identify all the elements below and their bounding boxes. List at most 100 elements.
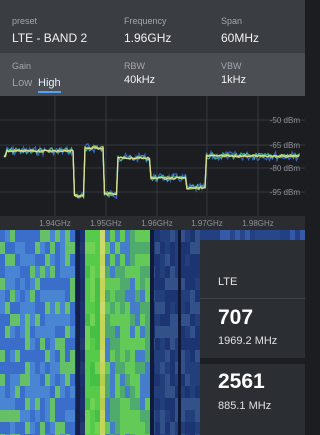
x-label: 1.97GHz (191, 219, 223, 228)
waterfall-cell (50, 326, 55, 338)
waterfall-cell (135, 326, 140, 338)
gain-option[interactable]: High (38, 77, 61, 93)
waterfall-cell (35, 254, 40, 266)
waterfall-gap (150, 230, 154, 435)
waterfall-cell (65, 362, 70, 374)
waterfall-cell (0, 242, 5, 254)
waterfall-cell (95, 386, 100, 398)
waterfall-cell (85, 422, 90, 434)
waterfall-cell (5, 266, 10, 278)
waterfall-cell (115, 254, 120, 266)
waterfall-cell (55, 326, 60, 338)
waterfall-cell (105, 230, 110, 242)
waterfall-cell (45, 350, 50, 362)
x-label: 1.96GHz (141, 219, 173, 228)
waterfall-cell (25, 254, 30, 266)
channel[interactable]: 2561 (218, 370, 265, 394)
waterfall-cell (90, 362, 95, 374)
waterfall-cell (15, 242, 20, 254)
waterfall-cell (55, 398, 60, 410)
waterfall-cell (105, 302, 110, 314)
waterfall-cell (185, 314, 190, 326)
waterfall-cell (80, 410, 85, 422)
waterfall-cell (70, 278, 75, 290)
waterfall-cell (35, 362, 40, 374)
waterfall-cell (115, 314, 120, 326)
waterfall-cell (45, 254, 50, 266)
waterfall-cell (60, 230, 65, 242)
waterfall-cell (130, 278, 135, 290)
waterfall-cell (20, 314, 25, 326)
waterfall-cell (130, 242, 135, 254)
waterfall-cell (170, 266, 175, 278)
waterfall-cell (145, 350, 150, 362)
waterfall-cell (50, 266, 55, 278)
waterfall-cell (155, 350, 160, 362)
waterfall-cell (190, 302, 195, 314)
waterfall-cell (145, 362, 150, 374)
waterfall-cell (60, 410, 65, 422)
waterfall-cell (105, 278, 110, 290)
waterfall-cell (105, 362, 110, 374)
waterfall-cell (190, 338, 195, 350)
waterfall-cell (80, 278, 85, 290)
waterfall-cell (55, 230, 60, 242)
waterfall-cell (90, 386, 95, 398)
waterfall-cell (80, 266, 85, 278)
waterfall-cell (30, 362, 35, 374)
waterfall-cell (15, 350, 20, 362)
waterfall-cell (45, 362, 50, 374)
waterfall-cell (85, 338, 90, 350)
waterfall-cell (160, 386, 165, 398)
waterfall-cell (110, 386, 115, 398)
waterfall-cell (85, 386, 90, 398)
waterfall-cell (85, 278, 90, 290)
waterfall-cell (185, 398, 190, 410)
waterfall-cell (35, 350, 40, 362)
waterfall-cell (95, 374, 100, 386)
waterfall-cell (20, 338, 25, 350)
waterfall-cell (95, 290, 100, 302)
waterfall-cell (110, 326, 115, 338)
waterfall-cell (25, 386, 30, 398)
waterfall-cell (40, 398, 45, 410)
waterfall-cell (25, 242, 30, 254)
waterfall-cell (170, 338, 175, 350)
waterfall-cell (185, 338, 190, 350)
waterfall-cell (90, 398, 95, 410)
waterfall-cell (130, 266, 135, 278)
waterfall-cell (145, 314, 150, 326)
waterfall-cell (30, 422, 35, 434)
waterfall-cell (65, 422, 70, 434)
waterfall-cell (40, 230, 45, 242)
waterfall-cell (85, 410, 90, 422)
waterfall-cell (80, 254, 85, 266)
waterfall-cell (45, 386, 50, 398)
label: Frequency (124, 16, 167, 26)
waterfall-cell (60, 362, 65, 374)
gain-option[interactable]: Low (12, 77, 32, 89)
waterfall-cell (5, 314, 10, 326)
waterfall-cell (55, 338, 60, 350)
waterfall-cell (55, 242, 60, 254)
waterfall-cell (10, 374, 15, 386)
waterfall-gap (178, 230, 181, 435)
waterfall-cell (145, 422, 150, 434)
channel[interactable]: 707 (218, 306, 253, 330)
waterfall-cell (140, 374, 145, 386)
waterfall-cell (130, 398, 135, 410)
waterfall-cell (30, 410, 35, 422)
waterfall-cell (60, 386, 65, 398)
waterfall-cell (190, 254, 195, 266)
waterfall-cell (130, 314, 135, 326)
waterfall-cell (100, 230, 105, 242)
waterfall-cell (120, 326, 125, 338)
waterfall-cell (165, 398, 170, 410)
waterfall-cell (65, 350, 70, 362)
waterfall-cell (45, 230, 50, 242)
waterfall-cell (25, 350, 30, 362)
waterfall-cell (130, 386, 135, 398)
waterfall-cell (135, 314, 140, 326)
waterfall-cell (55, 314, 60, 326)
waterfall-cell (40, 290, 45, 302)
